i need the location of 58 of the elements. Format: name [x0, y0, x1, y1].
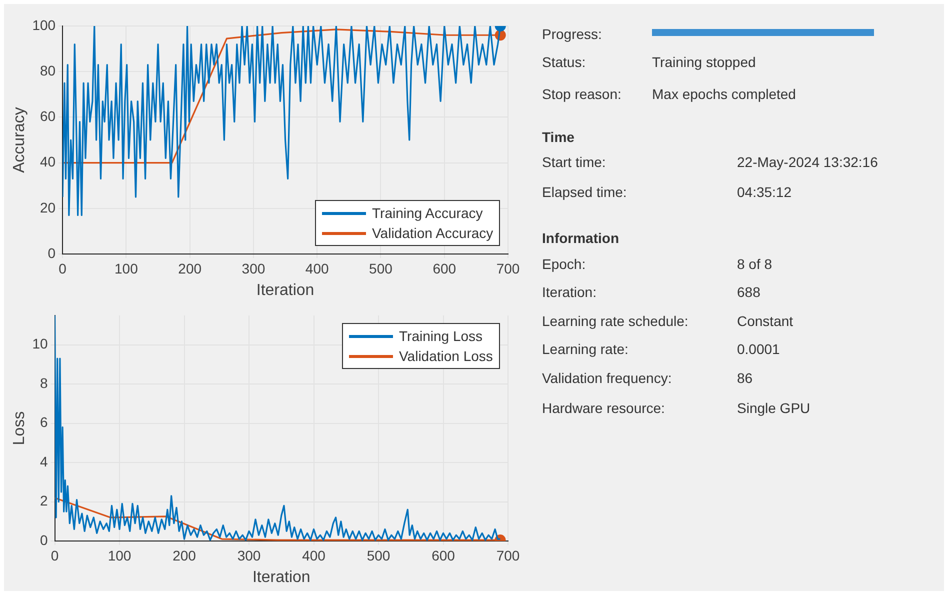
- x-tick-label: 400: [305, 260, 329, 276]
- x-tick-label: 500: [369, 260, 393, 276]
- x-tick-label: 300: [237, 547, 261, 564]
- text: Epoch:: [542, 256, 586, 272]
- x-axis-title: Iteration: [252, 568, 310, 586]
- x-tick-label: 100: [108, 547, 132, 564]
- y-tick-label: 0: [40, 532, 48, 548]
- text: 8 of 8: [737, 256, 772, 272]
- y-tick-label: 100: [32, 16, 56, 33]
- legend-label: Validation Loss: [399, 348, 493, 364]
- x-tick-label: 200: [178, 260, 202, 276]
- y-tick-label: 8: [40, 374, 48, 391]
- legend-label: Training Loss: [399, 328, 483, 344]
- y-tick-label: 40: [40, 154, 56, 170]
- x-tick-label: 600: [432, 260, 456, 276]
- x-tick-label: 700: [496, 260, 520, 276]
- text: Learning rate:: [542, 341, 628, 357]
- x-tick-label: 100: [114, 260, 138, 276]
- x-tick-label: 400: [302, 547, 326, 564]
- text: Iteration:: [542, 284, 596, 300]
- y-axis-title: Accuracy: [11, 107, 28, 173]
- y-tick-label: 20: [40, 199, 56, 216]
- text: Status:: [542, 54, 586, 70]
- text: Max epochs completed: [652, 86, 796, 102]
- y-tick-label: 80: [40, 62, 56, 78]
- text: Single GPU: [737, 400, 810, 416]
- text: Constant: [737, 313, 794, 329]
- text: Stop reason:: [542, 86, 622, 102]
- y-tick-label: 60: [40, 108, 56, 124]
- x-tick-label: 0: [58, 260, 67, 276]
- text: 0.0001: [737, 341, 780, 357]
- text: Hardware resource:: [542, 400, 665, 416]
- x-tick-label: 300: [242, 260, 266, 276]
- y-axis-title: Loss: [11, 411, 28, 446]
- text: Training stopped: [652, 54, 756, 70]
- text: 22-May-2024 13:32:16: [737, 154, 878, 170]
- text: Time: [542, 129, 574, 145]
- text: Progress:: [542, 26, 602, 42]
- y-tick-label: 2: [40, 492, 48, 509]
- legend-label: Training Accuracy: [372, 205, 483, 221]
- y-tick-label: 6: [40, 414, 48, 430]
- text: Learning rate schedule:: [542, 313, 688, 329]
- x-tick-label: 700: [496, 547, 520, 564]
- text: Elapsed time:: [542, 184, 627, 200]
- text: Information: [542, 230, 619, 246]
- y-tick-label: 0: [48, 244, 56, 261]
- text: Validation frequency:: [542, 370, 672, 386]
- y-tick-label: 10: [32, 336, 48, 352]
- x-axis-title: Iteration: [256, 282, 314, 299]
- x-tick-label: 200: [172, 547, 196, 564]
- text: 04:35:12: [737, 184, 792, 200]
- text: Start time:: [542, 154, 606, 170]
- x-tick-label: 500: [366, 547, 390, 564]
- legend-label: Validation Accuracy: [372, 225, 494, 241]
- text: 86: [737, 370, 753, 386]
- x-tick-label: 600: [432, 547, 456, 564]
- y-tick-label: 4: [40, 453, 48, 470]
- text: 688: [737, 284, 760, 300]
